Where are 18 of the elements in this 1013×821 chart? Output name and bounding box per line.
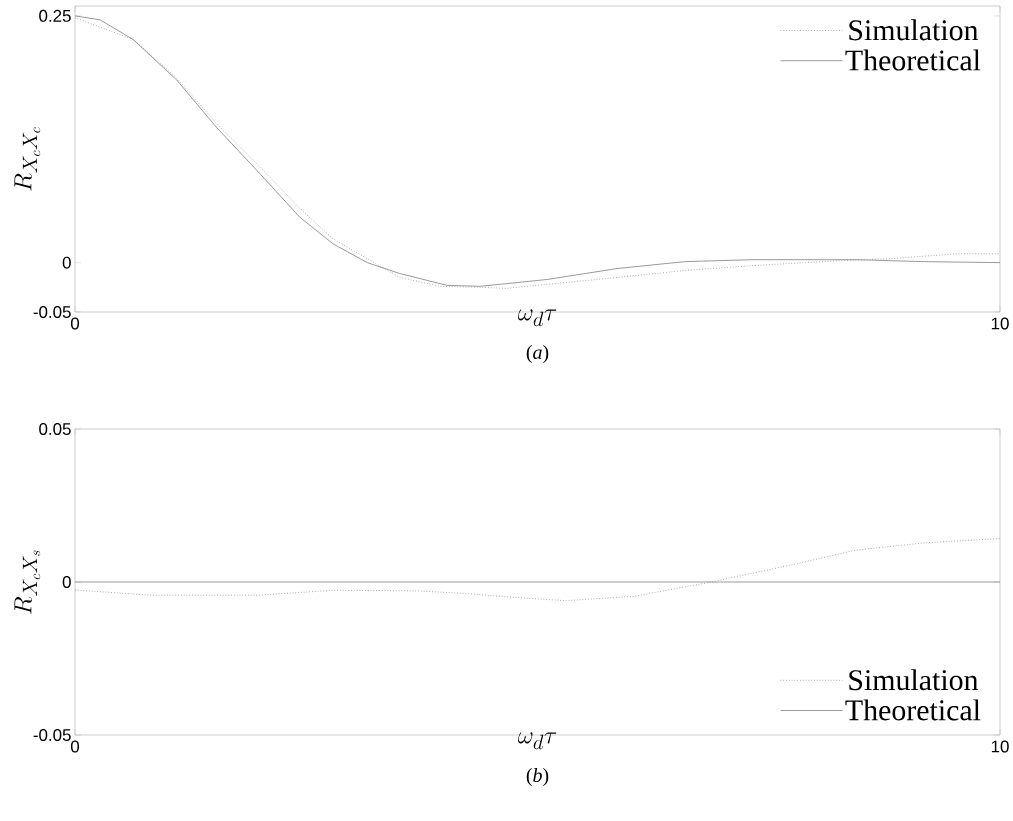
legend-label: Simulation (849, 19, 979, 41)
y-tick-label: 0.05 (39, 423, 71, 435)
y-axis-title: $R_{X_cX_s}$ (14, 550, 41, 614)
x-tick-label: 10 (991, 317, 1009, 330)
legend-label: Simulation (849, 669, 979, 691)
y-axis-title: $R_{X_cX_c}$ (14, 127, 41, 191)
text: (a) (526, 344, 549, 364)
legend-label: Theoretical (845, 49, 981, 71)
y-tick-label: 0 (62, 576, 71, 588)
x-axis-title: $\omega_d\tau$ (518, 732, 557, 750)
y-tick-label: -0.05 (33, 729, 71, 741)
text: (b) (526, 767, 549, 787)
legend-label: Theoretical (845, 699, 981, 721)
x-tick-label: 10 (991, 740, 1009, 753)
y-tick-label: 0.25 (39, 9, 71, 22)
y-tick-label: -0.05 (33, 306, 71, 318)
y-tick-label: 0 (62, 256, 71, 269)
x-axis-title: $\omega_d\tau$ (518, 309, 557, 327)
